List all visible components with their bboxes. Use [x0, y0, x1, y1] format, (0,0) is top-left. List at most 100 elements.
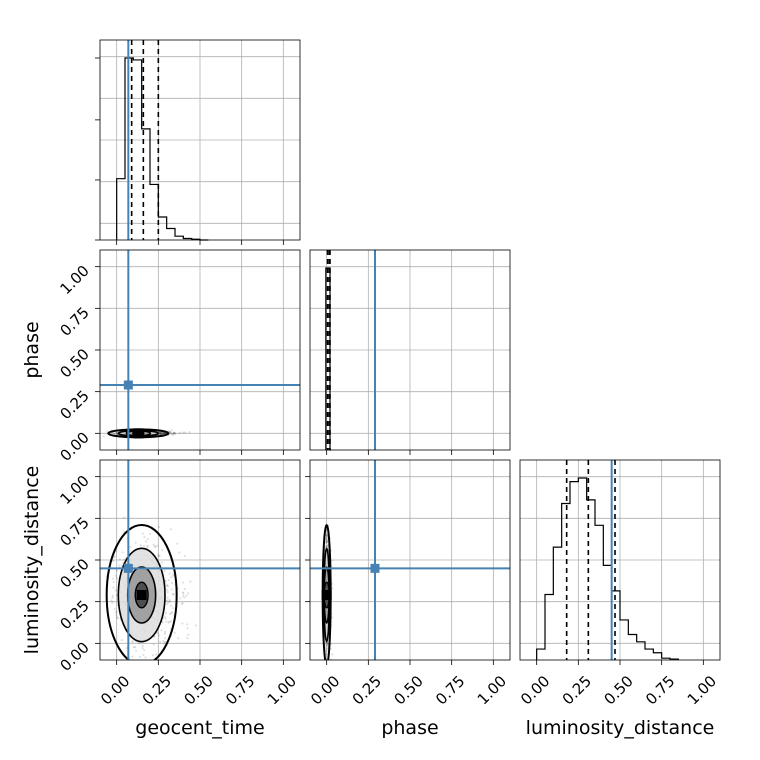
hist-panel-luminosity_distance: 0.00 0.25 0.50 0.75 1.00 [517, 459, 721, 708]
ylabel-phase: phase [21, 321, 43, 378]
scatter-point [113, 556, 116, 559]
scatter-point [170, 612, 173, 615]
scatter-point [167, 585, 170, 588]
scatter-point [112, 580, 115, 583]
scatter-point [162, 617, 165, 620]
y-tick-label: 1.00 [56, 472, 92, 508]
scatter-point [167, 601, 170, 604]
x-tick-label: 1.00 [684, 672, 720, 708]
scatter-point [178, 551, 181, 554]
scatter-point [325, 541, 328, 544]
hist-panel-phase [309, 249, 511, 455]
truth-marker [370, 563, 380, 573]
y-tick-label: 0.75 [56, 513, 92, 549]
scatter-point [118, 558, 121, 561]
scatter-point [325, 541, 328, 544]
scatter-point [129, 545, 132, 548]
y-tick-label: 0.75 [56, 303, 92, 339]
scatter-point [325, 538, 328, 541]
x-tick-label: 0.75 [642, 672, 678, 708]
scatter-point [170, 433, 173, 436]
scatter-point [106, 430, 109, 433]
scatter-point [112, 559, 115, 562]
scatter-point [142, 653, 145, 657]
scatter-point [183, 554, 187, 557]
scatter-point [168, 572, 171, 575]
scatter-point [111, 596, 114, 599]
scatter-point [113, 555, 116, 558]
xlabel-phase: phase [381, 717, 438, 739]
hist-step-luminosity_distance [536, 477, 679, 660]
scatter-point [163, 431, 166, 435]
scatter-point [170, 429, 173, 432]
x-tick-label: 0.50 [180, 672, 216, 708]
density-peak [321, 590, 332, 600]
axis-labels: geocent_time phase luminosity_distance p… [21, 321, 714, 739]
scatter-point [146, 545, 149, 549]
scatter-point [170, 611, 174, 614]
scatter-point [162, 432, 165, 435]
scatter-point [157, 553, 160, 556]
scatter-point [331, 653, 334, 656]
scatter-point [173, 631, 176, 634]
scatter-point [156, 544, 159, 547]
scatter-point [181, 622, 184, 625]
scatter-point [154, 545, 157, 548]
density-contour [105, 524, 178, 660]
scatter-point [171, 607, 175, 610]
scatter-point [326, 545, 329, 548]
x-tick-label: 1.00 [264, 672, 300, 708]
scatter-point [118, 564, 121, 567]
scatter-point [172, 592, 175, 596]
scatter-point [326, 642, 329, 645]
scatter-point [169, 604, 173, 607]
scatter-point [151, 654, 155, 657]
scatter-point [168, 600, 172, 603]
scatter-point [141, 644, 144, 648]
scatter-point [180, 602, 184, 605]
scatter-point [141, 647, 144, 650]
scatter-point [182, 592, 185, 595]
scatter-point [132, 646, 135, 649]
scatter-point [122, 530, 125, 533]
scatter-point [148, 532, 152, 536]
scatter-point [162, 431, 165, 435]
scatter-point [167, 579, 170, 582]
scatter-point [159, 432, 162, 435]
scatter-point [161, 561, 164, 564]
scatter-point [139, 544, 142, 547]
scatter-point [158, 641, 162, 644]
scatter-point [165, 620, 168, 623]
scatter-point [115, 614, 118, 617]
scatter-point [169, 528, 172, 531]
scatter-point [325, 540, 328, 543]
truth-marker [123, 380, 133, 390]
y-tick-label: 0.50 [56, 345, 92, 381]
scatter-point [188, 431, 191, 434]
x-tick-label: 1.00 [474, 672, 510, 708]
scatter-point [163, 615, 166, 618]
scatter-point [182, 594, 185, 597]
scatter-point [173, 432, 177, 435]
scatter-point [133, 646, 137, 649]
xlabel-geocent_time: geocent_time [135, 717, 264, 739]
scatter-point [134, 541, 137, 544]
scatter-point [114, 574, 117, 577]
scatter-point [102, 435, 105, 438]
scatter-point [165, 588, 168, 591]
scatter-point [171, 433, 174, 436]
ylabel-luminosity_distance: luminosity_distance [21, 466, 43, 655]
scatter-point [326, 539, 329, 542]
scatter-point [159, 433, 162, 436]
scatter-point [160, 629, 163, 632]
scatter-point [325, 539, 328, 543]
scatter-point [164, 579, 167, 583]
scatter-point [326, 642, 329, 645]
scatter-point [185, 594, 188, 597]
scatter-point [181, 601, 184, 605]
scatter-point [170, 581, 174, 585]
panel-luminosity_distance-vs-geocent_time: 0.000.250.500.751.000.00 0.25 0.50 0.75 1.00 [56, 459, 301, 708]
y-tick-label: 1.00 [56, 262, 92, 298]
scatter-point [163, 637, 167, 640]
